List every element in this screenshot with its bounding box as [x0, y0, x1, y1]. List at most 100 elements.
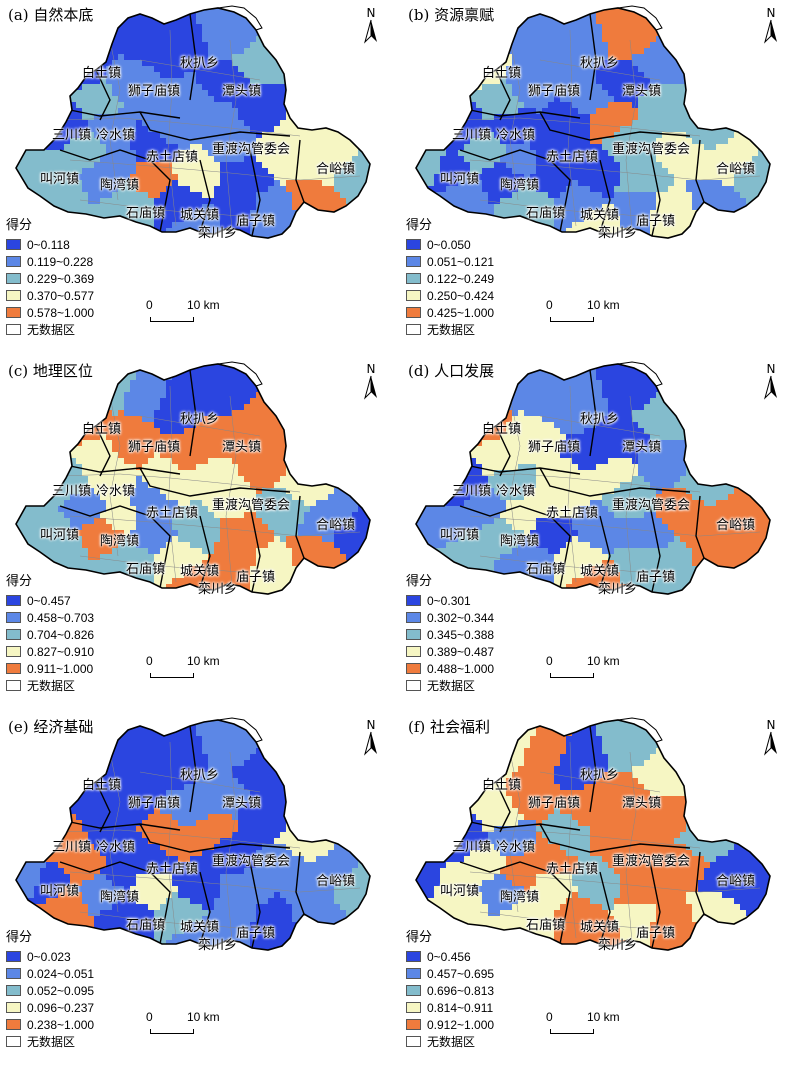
- village-region: [602, 114, 609, 121]
- village-region: [106, 192, 113, 199]
- village-region: [716, 216, 723, 223]
- village-region: [172, 156, 179, 163]
- village-region: [256, 240, 263, 247]
- village-region: [704, 102, 711, 109]
- village-region: [644, 90, 651, 97]
- village-region: [226, 150, 233, 157]
- village-region: [416, 192, 417, 199]
- village-region: [482, 36, 489, 43]
- village-region: [346, 162, 353, 169]
- village-region: [184, 126, 191, 133]
- village-region: [566, 108, 573, 115]
- village-region: [506, 66, 513, 73]
- village-region: [160, 102, 167, 109]
- village-region: [94, 12, 101, 19]
- village-region: [518, 192, 525, 199]
- village-region: [136, 36, 143, 43]
- village-region: [250, 132, 257, 139]
- village-region: [106, 180, 113, 187]
- village-region: [118, 168, 125, 175]
- village-region: [566, 174, 573, 181]
- village-region: [106, 8, 113, 13]
- village-region: [352, 180, 359, 187]
- village-region: [142, 240, 149, 247]
- village-region: [590, 180, 597, 187]
- village-region: [94, 72, 101, 79]
- village-region: [124, 18, 131, 25]
- village-region: [554, 54, 561, 61]
- village-region: [130, 120, 137, 127]
- village-region: [458, 96, 465, 103]
- village-region: [656, 222, 663, 229]
- village-region: [190, 210, 197, 217]
- village-region: [584, 78, 591, 85]
- village-region: [554, 108, 561, 115]
- village-region: [710, 66, 717, 73]
- village-region: [674, 72, 681, 79]
- village-region: [88, 210, 95, 217]
- village-region: [94, 240, 101, 247]
- village-region: [710, 96, 717, 103]
- village-region: [364, 72, 370, 79]
- village-region: [620, 0, 627, 7]
- village-region: [698, 144, 705, 151]
- village-region: [100, 186, 107, 193]
- village-region: [148, 168, 155, 175]
- village-region: [662, 222, 669, 229]
- village-region: [136, 240, 143, 247]
- village-region: [530, 96, 537, 103]
- village-region: [476, 162, 483, 169]
- village-region: [632, 198, 639, 205]
- village-region: [142, 204, 149, 211]
- village-region: [52, 96, 59, 103]
- village-region: [238, 246, 245, 253]
- village-region: [70, 36, 77, 43]
- village-region: [178, 234, 185, 238]
- village-region: [758, 216, 765, 223]
- village-region: [328, 48, 335, 55]
- village-region: [518, 72, 525, 79]
- village-region: [148, 180, 155, 187]
- village-region: [590, 30, 597, 37]
- village-region: [58, 204, 65, 211]
- village-region: [656, 186, 663, 193]
- village-region: [172, 246, 179, 253]
- village-region: [58, 138, 65, 145]
- village-region: [358, 108, 365, 115]
- village-region: [416, 150, 417, 157]
- village-region: [416, 66, 423, 73]
- town-label: 白土镇: [82, 66, 122, 81]
- village-region: [554, 156, 561, 163]
- village-region: [530, 78, 537, 85]
- village-region: [644, 72, 651, 79]
- village-region: [100, 210, 107, 217]
- village-region: [752, 96, 759, 103]
- village-region: [602, 96, 609, 103]
- village-region: [196, 222, 203, 229]
- village-region: [298, 234, 305, 238]
- village-region: [184, 138, 191, 145]
- village-region: [220, 54, 227, 61]
- village-region: [602, 90, 609, 97]
- village-region: [500, 168, 507, 175]
- village-region: [530, 144, 537, 151]
- village-region: [716, 12, 723, 19]
- village-region: [608, 102, 615, 109]
- village-region: [124, 72, 131, 79]
- village-region: [328, 24, 335, 31]
- village-region: [52, 144, 59, 151]
- village-region: [178, 222, 185, 229]
- village-region: [752, 12, 759, 19]
- village-region: [238, 114, 245, 121]
- village-region: [608, 48, 615, 55]
- village-region: [52, 66, 59, 73]
- village-region: [692, 108, 699, 115]
- village-region: [524, 120, 531, 127]
- village-region: [662, 90, 669, 97]
- village-region: [764, 198, 770, 205]
- village-region: [148, 108, 155, 115]
- village-region: [770, 210, 777, 217]
- village-region: [304, 102, 311, 109]
- village-region: [488, 84, 495, 91]
